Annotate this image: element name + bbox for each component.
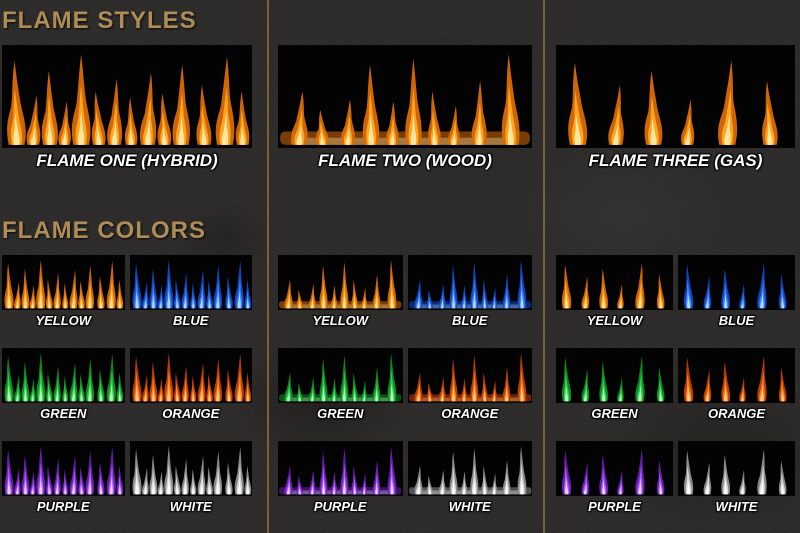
flame-color-cell-blue: BLUE (129, 255, 252, 328)
flame-style-figure: FLAME THREE (GAS) (556, 45, 795, 175)
flame-color-image-orange (129, 348, 252, 403)
flame-color-cell-white: WHITE (407, 441, 532, 514)
flame-color-label: ORANGE (441, 406, 499, 421)
flame-color-label: ORANGE (162, 406, 220, 421)
flame-colors-heading: FLAME COLORS (2, 217, 206, 244)
flame-colors-heading-slot: FLAME COLORS (2, 175, 252, 255)
flame-color-cell-white: WHITE (129, 441, 252, 514)
flame-color-image-blue (407, 255, 532, 310)
flame-styles-heading-slot: FLAME STYLES (2, 0, 252, 45)
flame-color-label: PURPLE (36, 499, 90, 514)
flame-two-caption: FLAME TWO (WOOD) (318, 151, 492, 170)
flame-color-label: BLUE (452, 313, 488, 328)
flame-color-cell-blue: BLUE (678, 255, 795, 328)
flame-color-label: PURPLE (588, 499, 641, 514)
flame-color-cell-white: WHITE (678, 441, 795, 514)
flame-two-image (278, 45, 532, 148)
flame-color-image-yellow (278, 255, 403, 310)
flame-color-cell-orange: ORANGE (129, 348, 252, 421)
flame-color-cell-green: GREEN (556, 348, 673, 421)
flame-color-label: BLUE (718, 313, 755, 328)
color-grid-flame-one: YELLOW BLUE GREEN ORANGE PURPLE WHITE (2, 255, 252, 514)
flame-color-cell-yellow: YELLOW (556, 255, 673, 328)
flame-color-image-white (407, 441, 532, 496)
spacer (556, 175, 795, 255)
flame-color-image-green (2, 348, 125, 403)
flame-color-label: BLUE (173, 313, 209, 328)
flame-color-cell-purple: PURPLE (2, 441, 125, 514)
flame-color-cell-green: GREEN (2, 348, 125, 421)
flame-color-image-orange (407, 348, 532, 403)
flame-color-label: WHITE (715, 499, 758, 514)
flame-one-caption: FLAME ONE (HYBRID) (36, 151, 218, 170)
flame-color-cell-orange: ORANGE (407, 348, 532, 421)
flame-color-cell-green: GREEN (278, 348, 403, 421)
flame-color-label: YELLOW (312, 313, 369, 328)
spacer (278, 175, 532, 255)
flame-color-label: YELLOW (35, 313, 92, 328)
flame-color-image-yellow (2, 255, 125, 310)
flame-color-image-blue (129, 255, 252, 310)
flame-color-image-white (678, 441, 795, 496)
flame-three-image (556, 45, 795, 148)
flame-color-cell-purple: PURPLE (278, 441, 403, 514)
flame-style-figure: FLAME TWO (WOOD) (278, 45, 532, 175)
color-grid-flame-three: YELLOW BLUE GREEN ORANGE PURPLE WHITE (556, 255, 795, 514)
flame-color-image-green (278, 348, 403, 403)
flame-color-image-green (556, 348, 673, 403)
flame-color-label: GREEN (591, 406, 638, 421)
column-flame-two: FLAME TWO (WOOD) YELLOW BLUE GREEN ORANGE PU… (267, 0, 543, 533)
flame-color-label: GREEN (317, 406, 364, 421)
flame-color-image-purple (2, 441, 125, 496)
spacer (278, 0, 532, 45)
flame-color-image-white (129, 441, 252, 496)
flame-color-cell-yellow: YELLOW (278, 255, 403, 328)
flame-color-image-purple (278, 441, 403, 496)
spacer (556, 0, 795, 45)
flame-color-image-blue (678, 255, 795, 310)
flame-color-label: GREEN (40, 406, 87, 421)
flame-color-image-orange (678, 348, 795, 403)
flame-one-image (2, 45, 252, 148)
flame-three-caption: FLAME THREE (GAS) (588, 151, 763, 170)
color-grid-flame-two: YELLOW BLUE GREEN ORANGE PURPLE WHITE (278, 255, 532, 514)
flame-color-cell-yellow: YELLOW (2, 255, 125, 328)
column-flame-one: FLAME STYLES FLAME ONE (HYBRID) FLAME CO… (0, 0, 267, 533)
flame-color-cell-purple: PURPLE (556, 441, 673, 514)
flame-color-label: YELLOW (586, 313, 643, 328)
flame-color-label: PURPLE (313, 499, 367, 514)
flame-style-figure: FLAME ONE (HYBRID) (2, 45, 252, 175)
flame-color-image-purple (556, 441, 673, 496)
flame-color-image-yellow (556, 255, 673, 310)
flame-color-label: ORANGE (707, 406, 766, 421)
flame-color-cell-blue: BLUE (407, 255, 532, 328)
flame-styles-heading: FLAME STYLES (2, 7, 197, 34)
flame-color-label: WHITE (169, 499, 212, 514)
column-flame-three: FLAME THREE (GAS) YELLOW BLUE GREEN ORANGE P… (543, 0, 800, 533)
flame-color-cell-orange: ORANGE (678, 348, 795, 421)
flame-color-label: WHITE (448, 499, 491, 514)
